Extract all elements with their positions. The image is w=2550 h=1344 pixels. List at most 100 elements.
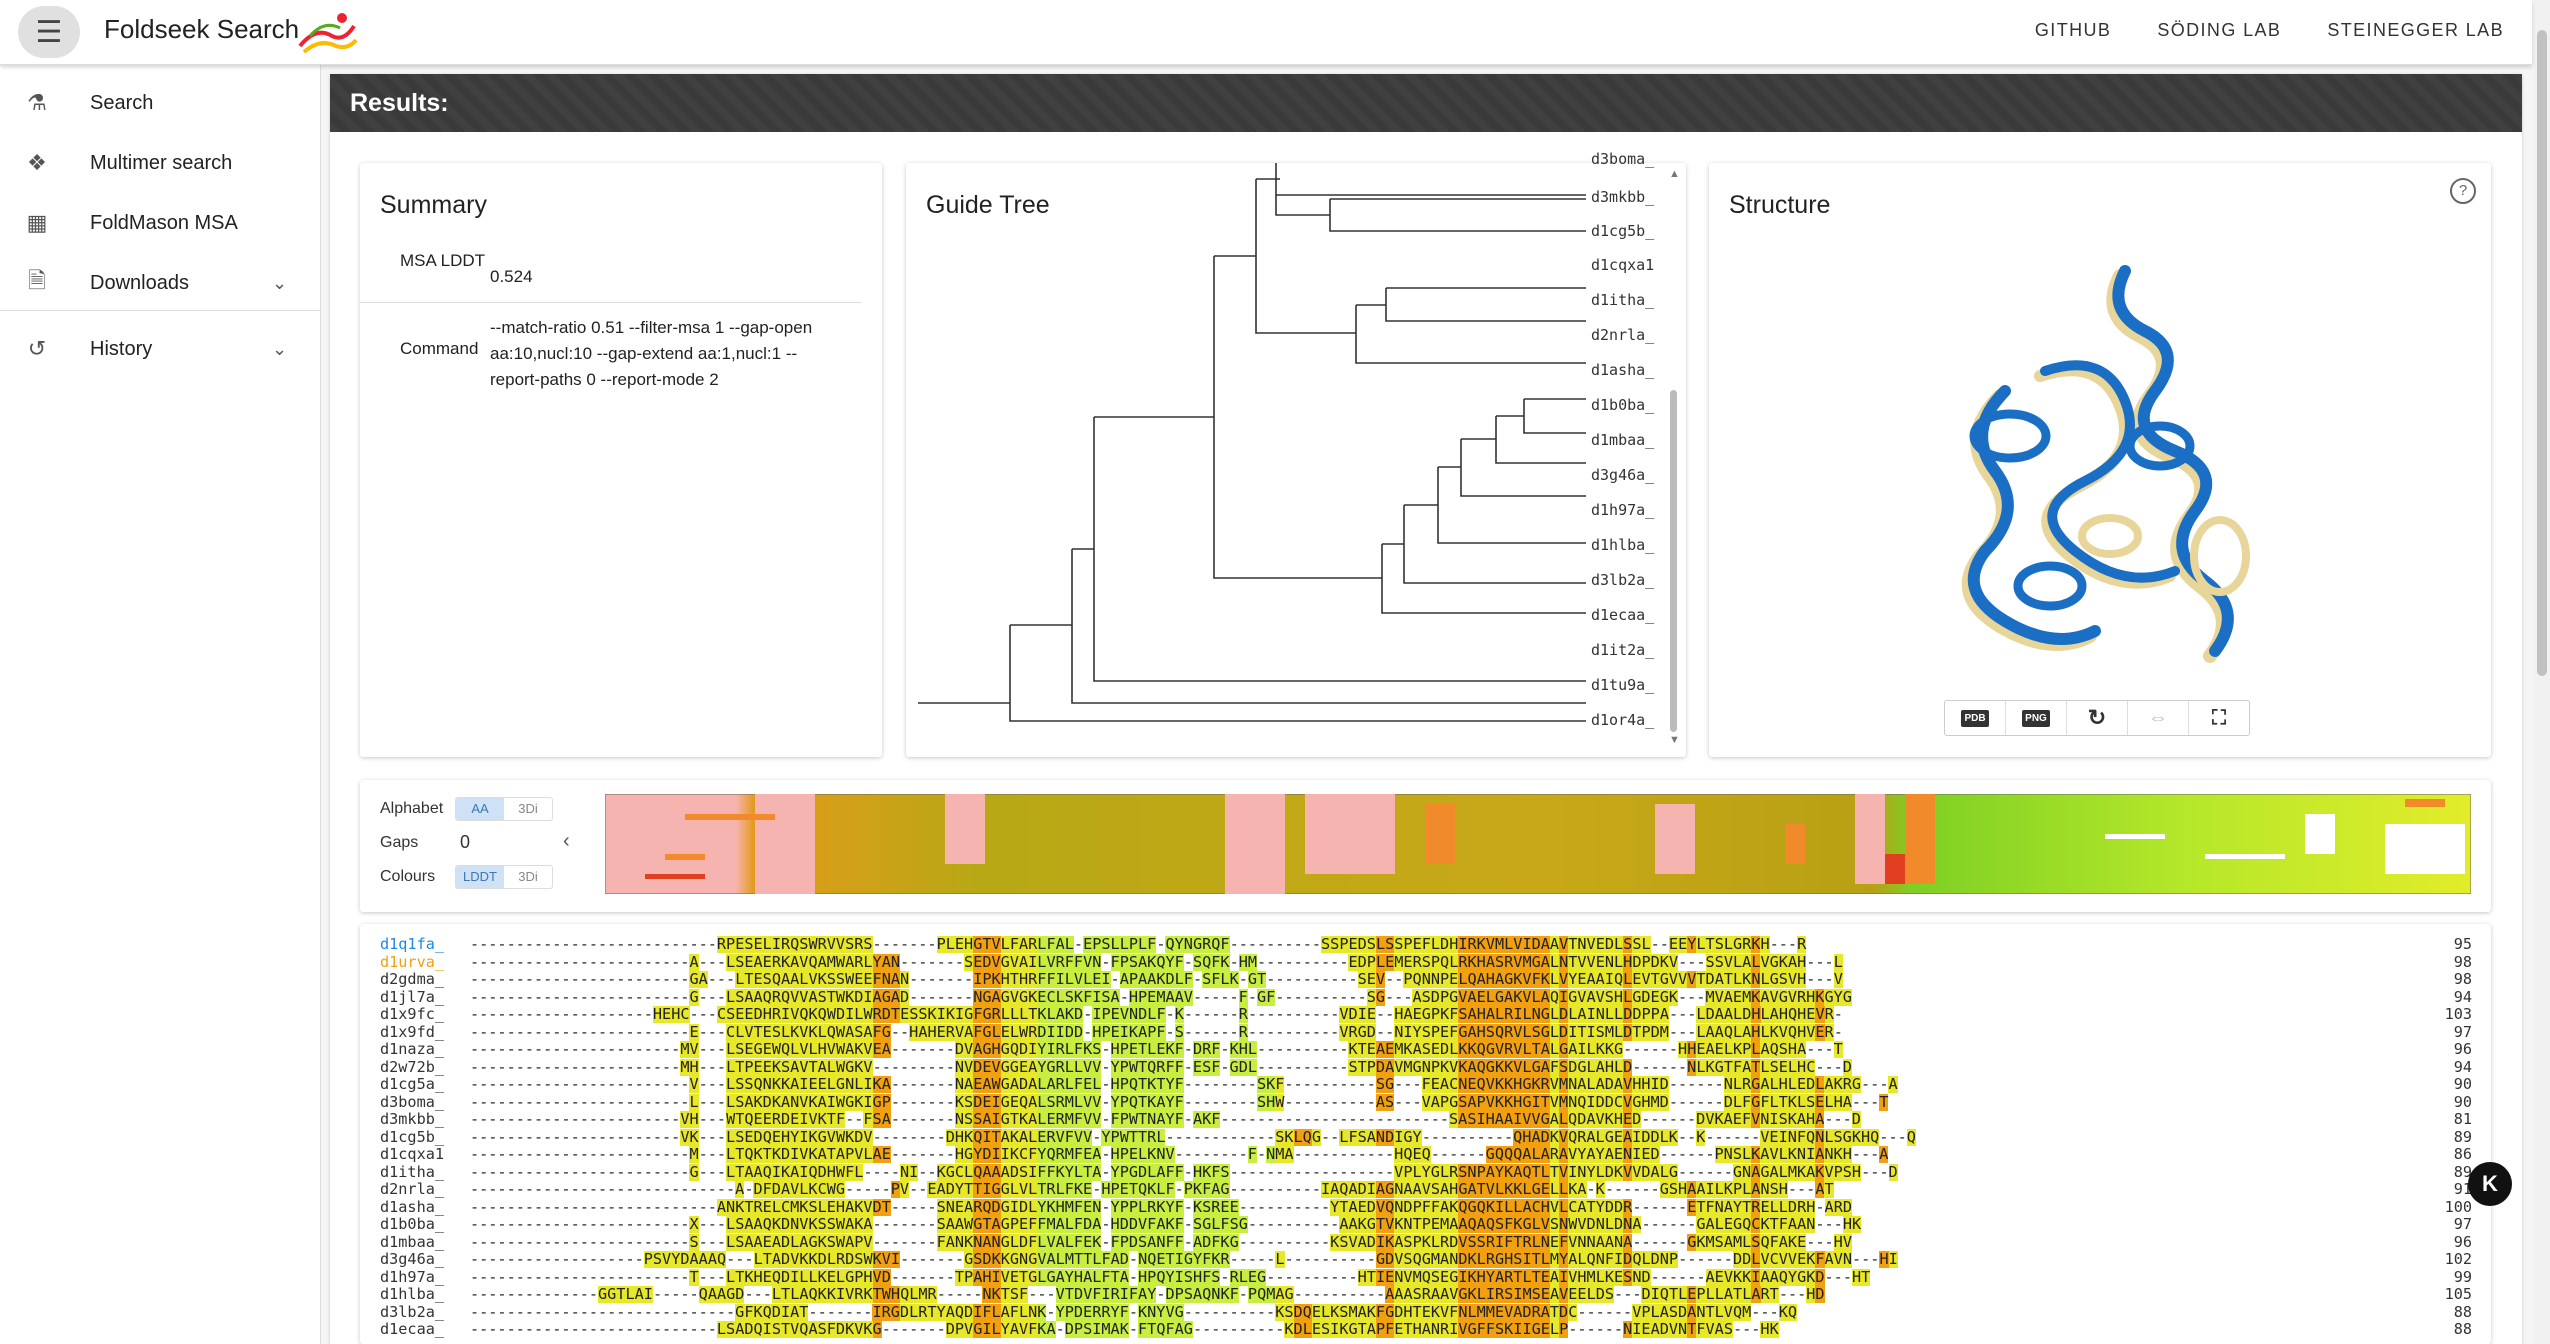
msa-row-name[interactable]: d1ecaa_ [380,1320,445,1338]
tree-label: d3boma_ [1591,150,1655,168]
msa-row-name[interactable]: d1q1fa_ [380,935,445,953]
msa-row-length: 97 [2453,1215,2472,1233]
msa-row-sequence: ---------------------------ANKTRELCMKSLE… [470,1198,1853,1216]
msa-row-name[interactable]: d1cg5a_ [380,1075,445,1093]
structure-toolbar: PDB PNG ↻ ⇔ ⛶ [1944,700,2250,736]
msa-row-length: 94 [2453,1057,2472,1076]
gaps-label: Gaps [380,834,419,851]
msa-row-name[interactable]: d3lb2a_ [380,1302,445,1321]
msa-row-sequence: --------------------HEHC---CSEEDHRIVQKQW… [470,1006,1843,1023]
msa-row-name[interactable]: d1itha_ [380,1162,445,1181]
msa-row-sequence: -----------------------------A-DFDAVLKCW… [470,1181,1834,1198]
colours-lddt-option[interactable]: LDDT [456,866,504,888]
msa-row-sequence: ------------------------A---LSEAERKAVQAM… [470,953,1843,971]
collapse-chevron-icon[interactable]: ‹ [563,830,570,852]
msa-row-sequence: ------------------------M---LTQKTKDIVKAT… [470,1146,1889,1163]
msa-row-sequence: ---------------------------RPESELIRQSWRV… [470,936,1807,953]
sidebar-item-label: History [90,337,153,360]
sidebar-item-foldmason-msa[interactable]: ▦ FoldMason MSA [0,195,320,251]
fullscreen-button[interactable]: ⛶ [2189,701,2249,735]
top-links: GITHUB SÖDING LAB STEINEGGER LAB [2035,20,2504,41]
msa-row-name[interactable]: d1b0ba_ [380,1215,445,1233]
sidebar-item-history[interactable]: ↺ History ⌄ [0,321,320,377]
steinegger-lab-link[interactable]: STEINEGGER LAB [2327,20,2504,40]
summary-value: --match-ratio 0.51 --filter-msa 1 --gap-… [490,318,813,389]
sidebar-item-label: Search [90,91,154,114]
msa-row-name[interactable]: d1x9fc_ [380,1005,445,1023]
tree-label: d3lb2a_ [1591,571,1655,589]
tree-label: d3mkbb_ [1591,188,1655,206]
reset-icon: ↻ [2087,705,2107,730]
tree-label: d1tu9a_ [1591,676,1655,694]
sidebar-item-multimer-search[interactable]: ❖ Multimer search [0,135,320,191]
sidebar-item-search[interactable]: ⚗ Search [0,75,320,131]
msa-row-name[interactable]: d1hlba_ [380,1285,445,1303]
alphabet-3di-option[interactable]: 3Di [518,801,538,816]
msa-row-name[interactable]: d1naza_ [380,1040,445,1058]
msa-row-name[interactable]: d2nrla_ [380,1180,445,1198]
msa-row-length: 103 [2444,1005,2472,1023]
structure-card: Structure [1709,163,2491,757]
summary-title: Summary [380,191,487,219]
sidebar-item-downloads[interactable]: 🗎 Downloads ⌄ [0,255,320,311]
soding-lab-link[interactable]: SÖDING LAB [2157,20,2282,40]
msa-row-name[interactable]: d1mbaa_ [380,1232,445,1251]
msa-row-length: 98 [2453,952,2472,971]
msa-row-length: 89 [2453,1127,2472,1146]
msa-row-length: 90 [2453,1092,2472,1111]
arrows-icon: ⇔ [2148,706,2168,729]
tree-label: d2nrla_ [1591,326,1655,344]
tree-label: d1hlba_ [1591,536,1655,554]
msa-row-name[interactable]: d3mkbb_ [380,1110,445,1128]
msa-row-name[interactable]: d1cg5b_ [380,1127,445,1146]
guide-tree-card: Guide Tree [906,163,1686,757]
tree-label: d1h97a_ [1591,501,1655,519]
chevron-down-icon: ⌄ [272,272,288,293]
msa-row-sequence: ------------------------G---LTAAQIKAIQDH… [470,1163,1898,1181]
msa-row-name[interactable]: d3boma_ [380,1092,445,1111]
msa-row-length: 81 [2453,1110,2472,1128]
page-scroll-thumb[interactable] [2537,30,2547,676]
scroll-up-icon[interactable]: ▲ [1669,168,1680,180]
reset-view-button[interactable]: ↻ [2067,701,2128,735]
page-scrollbar[interactable] [2534,0,2550,1344]
msa-row-name[interactable]: d1cqxa1 [380,1145,445,1163]
msa-row-name[interactable]: d2gdma_ [380,970,445,988]
msa-row-length: 88 [2453,1320,2472,1338]
alphabet-aa-option[interactable]: AA [456,798,504,820]
app-title: Foldseek Search [104,14,300,44]
tree-label: d1itha_ [1591,291,1655,309]
tree-label: d1it2a_ [1591,641,1655,659]
msa-row-name[interactable]: d3g46a_ [380,1250,445,1268]
sidebar-item-label: Multimer search [90,151,233,174]
github-link[interactable]: GITHUB [2034,20,2112,40]
tree-label: d3g46a_ [1591,466,1655,484]
help-icon[interactable]: ? [2450,178,2476,204]
png-download-button[interactable]: PNG [2006,701,2067,735]
gaps-value[interactable]: 0 [460,832,471,852]
summary-row-command: Command --match-ratio 0.51 --filter-msa … [360,303,862,405]
msa-row-name[interactable]: d1asha_ [380,1197,445,1216]
menu-icon[interactable]: ☰ [18,6,80,58]
msa-row-length: 96 [2453,1232,2472,1251]
guide-tree-scrollbar[interactable]: ▲ ▼ [1669,168,1680,752]
scroll-thumb[interactable] [1670,390,1677,732]
toggle-arrows-button[interactable]: ⇔ [2128,701,2189,735]
pdb-download-button[interactable]: PDB [1945,701,2006,735]
msa-row-name[interactable]: d1h97a_ [380,1267,445,1286]
tree-label: d1asha_ [1591,361,1655,379]
msa-row-name[interactable]: d1urva_ [380,952,445,971]
msa-row-name[interactable]: d1jl7a_ [380,987,445,1006]
colours-3di-option[interactable]: 3Di [518,869,538,884]
search-beaker-icon: ⚗ [27,90,47,115]
app-bar: ☰ Foldseek Search GITHUB SÖDING LAB STEI… [0,0,2532,65]
msa-row-sequence: ---------------------------LSADQISTVQASF… [470,1321,1779,1338]
msa-minimap[interactable] [605,794,2471,894]
assistant-float-button[interactable]: K [2468,1162,2512,1206]
scroll-down-icon[interactable]: ▼ [1669,734,1680,746]
msa-row-sequence: ------------------------T---LTKHEQDILLKE… [470,1268,1871,1286]
protein-structure-view[interactable] [1920,256,2300,696]
msa-row-name[interactable]: d2w72b_ [380,1057,445,1076]
msa-row-length: 99 [2453,1267,2472,1286]
msa-row-name[interactable]: d1x9fd_ [380,1022,445,1041]
